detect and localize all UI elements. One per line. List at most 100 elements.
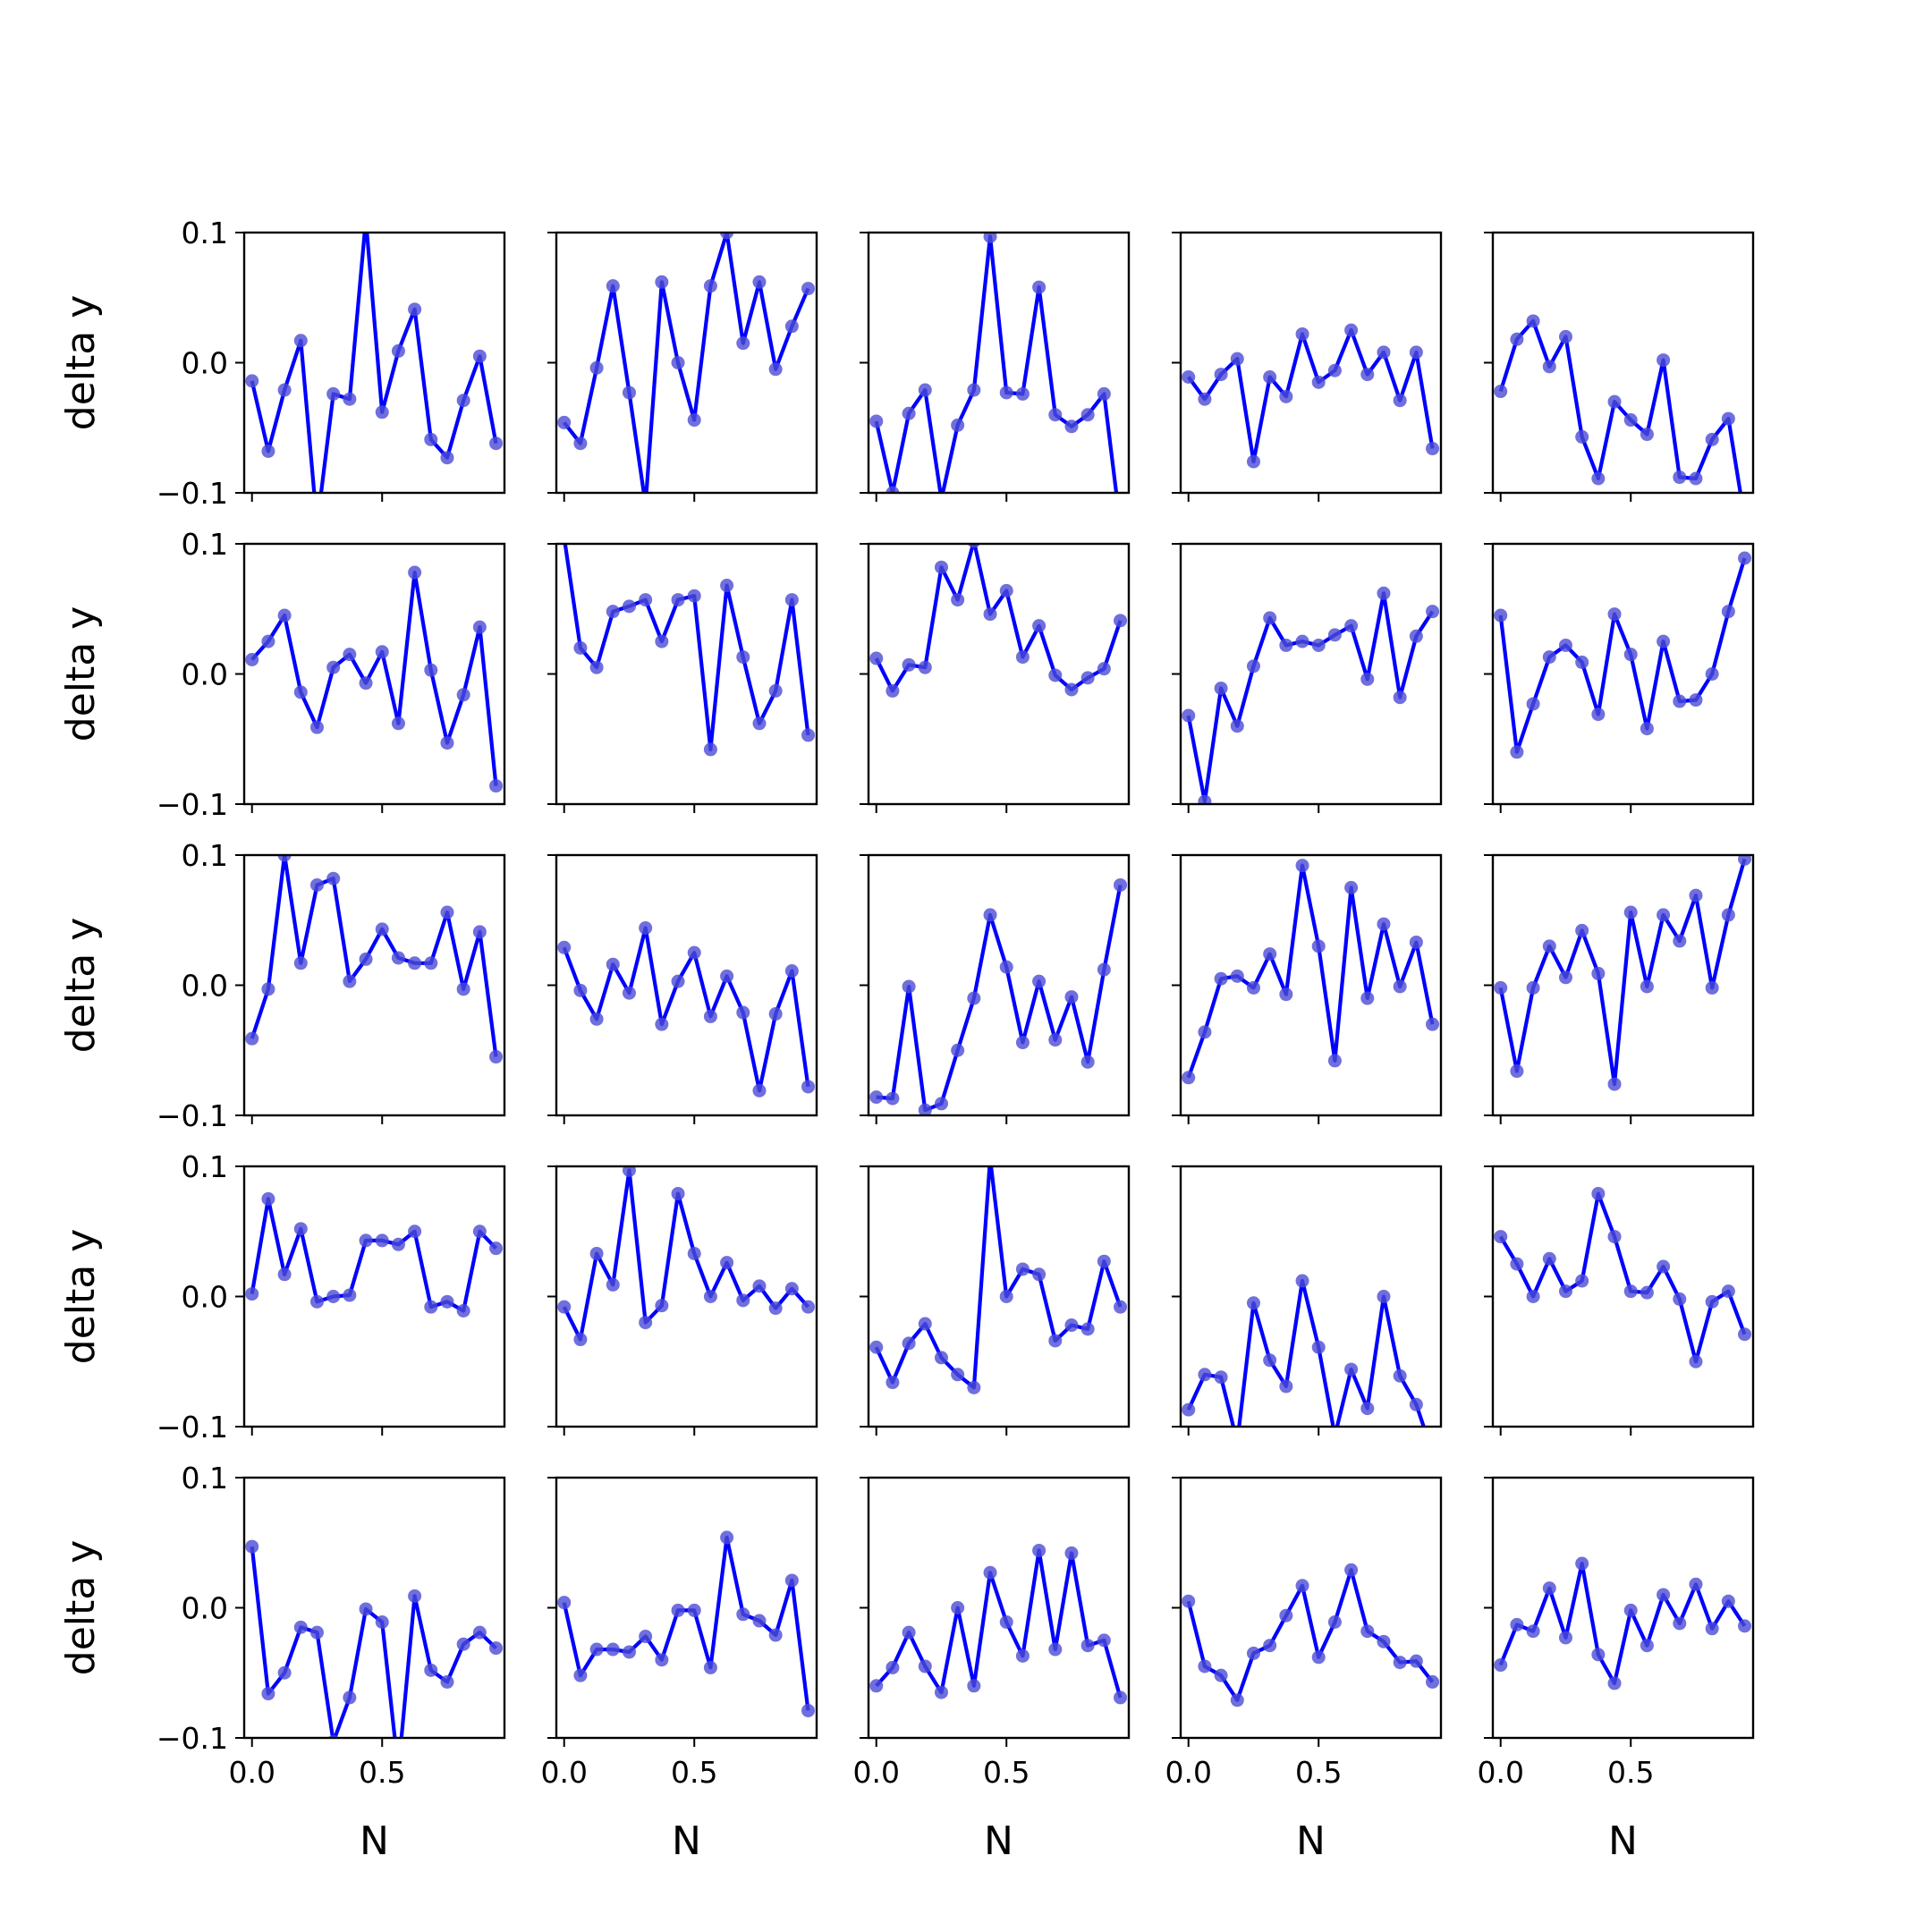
data-point	[951, 1601, 965, 1614]
series-line	[562, 1535, 810, 1711]
series-line	[874, 544, 1123, 693]
data-point	[869, 651, 884, 665]
y-axis-label: delta y	[58, 1229, 104, 1364]
y-tick-label: −0.1	[157, 1721, 228, 1756]
data-point	[967, 991, 981, 1005]
series-line	[1187, 328, 1435, 464]
data-point	[1575, 1556, 1589, 1571]
data-point	[261, 634, 275, 648]
data-point	[768, 1007, 783, 1021]
data-point	[622, 986, 636, 1000]
y-tick-label: 0.1	[182, 1461, 228, 1496]
data-point	[801, 1080, 816, 1094]
data-point	[326, 660, 341, 674]
data-point	[655, 634, 669, 648]
data-point	[1426, 605, 1440, 619]
data-point	[1344, 323, 1359, 337]
data-point	[1377, 345, 1391, 360]
data-point	[1048, 1642, 1063, 1657]
data-point	[440, 1674, 454, 1689]
plot-area	[869, 877, 1128, 1115]
data-point	[1721, 411, 1735, 426]
data-point	[951, 418, 965, 432]
subplot-r3-c5	[1484, 853, 1755, 1124]
data-point	[801, 728, 816, 742]
data-point	[1198, 1368, 1212, 1382]
data-point	[918, 1103, 932, 1115]
data-point	[1409, 935, 1423, 949]
data-point	[359, 676, 373, 691]
data-point	[703, 1290, 717, 1303]
data-point	[687, 1246, 701, 1260]
data-point	[983, 607, 997, 622]
data-point	[902, 1336, 916, 1351]
data-point	[489, 436, 504, 451]
data-point	[1311, 939, 1326, 953]
data-point	[752, 1614, 767, 1628]
data-point	[999, 1615, 1013, 1630]
data-point	[1032, 974, 1046, 988]
data-point	[375, 645, 389, 659]
data-point	[1377, 917, 1391, 931]
data-point	[703, 1009, 717, 1023]
data-point	[1198, 1659, 1212, 1674]
data-point	[655, 1017, 669, 1031]
x-tick-label: 0.5	[983, 1755, 1030, 1790]
data-point	[1591, 708, 1606, 722]
series-line	[250, 855, 498, 1057]
x-tick-label: 0.0	[1165, 1755, 1211, 1790]
plot-area	[557, 920, 816, 1097]
data-point	[1657, 353, 1671, 368]
data-point	[1263, 1639, 1277, 1653]
series-line	[1186, 863, 1435, 1079]
data-point	[1198, 1025, 1212, 1039]
data-point	[440, 905, 454, 919]
data-point	[1689, 1577, 1703, 1591]
data-point	[277, 1267, 292, 1282]
subplot-r2-c1: −0.1 0.0 0.1 delta y	[58, 527, 506, 822]
data-point	[1198, 794, 1212, 804]
data-point	[1705, 432, 1719, 446]
data-point	[1558, 329, 1572, 343]
plot-area	[245, 565, 504, 793]
x-axis-label: N	[672, 1818, 701, 1864]
data-point	[1080, 1639, 1095, 1653]
data-point	[1607, 1230, 1622, 1244]
data-point	[1393, 979, 1407, 994]
x-tick-label: 0.0	[1477, 1755, 1523, 1790]
plot-area	[245, 855, 504, 1064]
plot-area	[869, 233, 1119, 493]
data-point	[1558, 970, 1572, 985]
data-point	[375, 405, 389, 419]
data-point	[1015, 1648, 1030, 1663]
data-point	[1279, 1608, 1293, 1623]
data-point	[1080, 671, 1095, 685]
data-point	[999, 960, 1013, 974]
data-point	[1494, 980, 1508, 995]
x-tick-label: 0.5	[359, 1755, 405, 1790]
data-point	[1494, 608, 1508, 623]
y-tick-label: 0.0	[182, 1280, 228, 1315]
data-point	[687, 413, 701, 428]
subplot-r3-c2	[547, 853, 818, 1124]
data-point	[375, 922, 389, 936]
data-point	[639, 920, 653, 935]
data-point	[245, 1539, 259, 1554]
subplot-r5-c5: 0.0 0.5 N	[1477, 1476, 1755, 1864]
data-point	[1542, 650, 1556, 665]
data-point	[1705, 980, 1719, 995]
series-line	[1498, 1561, 1747, 1686]
data-point	[1705, 667, 1719, 681]
data-point	[687, 945, 701, 960]
data-point	[1494, 1658, 1508, 1673]
data-point	[1393, 691, 1407, 705]
data-point	[1263, 611, 1277, 625]
data-point	[703, 742, 717, 757]
subplot-r4-c5	[1484, 1165, 1755, 1436]
data-point	[1526, 697, 1540, 711]
y-tick-label: 0.0	[182, 969, 228, 1004]
series-line	[562, 1168, 810, 1342]
data-point	[801, 1703, 816, 1717]
y-tick-label: 0.0	[182, 346, 228, 381]
